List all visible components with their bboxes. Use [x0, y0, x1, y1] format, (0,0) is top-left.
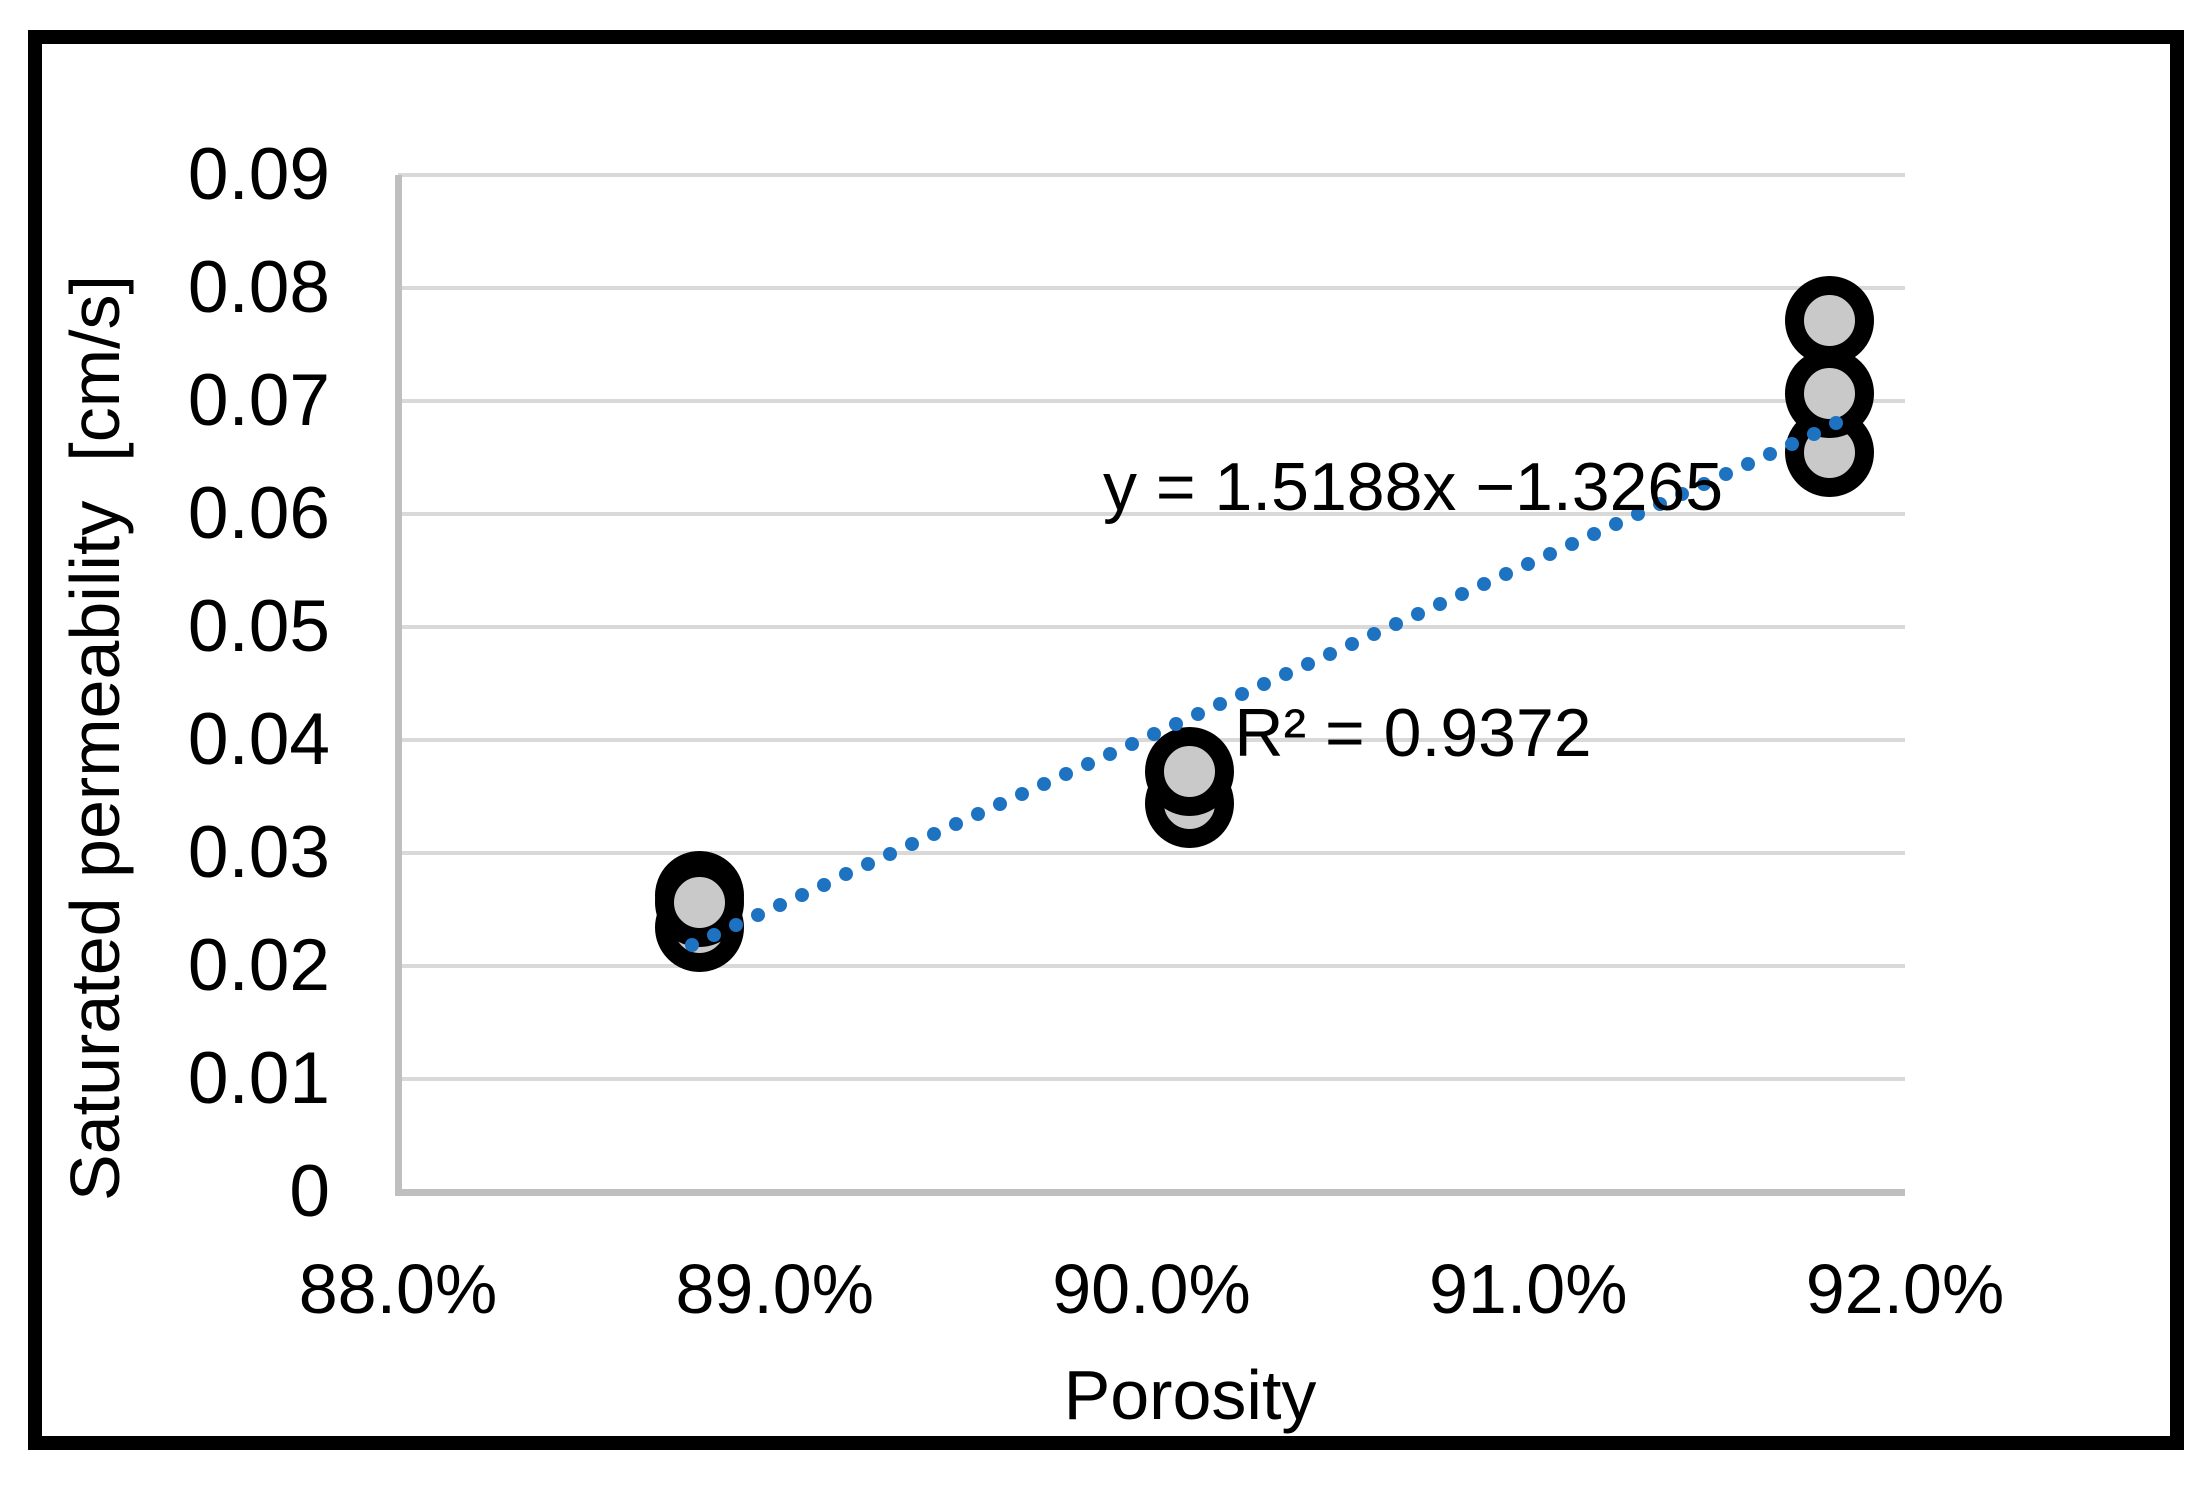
- chart-frame: [28, 30, 2184, 1450]
- trendline-dot: [1234, 687, 1249, 702]
- trendline-dot: [1806, 426, 1821, 441]
- y-gridline: [398, 512, 1905, 516]
- trendline-dot: [1432, 596, 1447, 611]
- trendline-dot: [1630, 506, 1645, 521]
- y-tick-label: 0.02: [187, 925, 330, 1006]
- trendline-dot: [684, 937, 699, 952]
- trendline-dot: [992, 797, 1007, 812]
- trendline-dot: [1036, 777, 1051, 792]
- trendline-dot: [1608, 516, 1623, 531]
- trendline-dot: [1476, 576, 1491, 591]
- data-point-marker: [654, 858, 744, 948]
- y-gridline: [398, 964, 1905, 968]
- y-axis-line: [395, 175, 402, 1196]
- x-tick-label: 90.0%: [1052, 1250, 1251, 1328]
- y-gridline: [398, 625, 1905, 629]
- trendline-dot: [948, 817, 963, 832]
- trendline-dot: [1762, 446, 1777, 461]
- y-gridline: [398, 1077, 1905, 1081]
- trendline-dot: [1674, 486, 1689, 501]
- trendline-dot: [1784, 436, 1799, 451]
- y-tick-label: 0.08: [187, 247, 330, 328]
- trendline-dot: [1168, 717, 1183, 732]
- x-tick-label: 91.0%: [1429, 1250, 1628, 1328]
- trendline-dot: [1344, 636, 1359, 651]
- trendline-dot: [1564, 536, 1579, 551]
- trendline-dot: [1740, 456, 1755, 471]
- trendline-dot: [1058, 767, 1073, 782]
- trendline-dot: [750, 907, 765, 922]
- trendline-dot: [1652, 496, 1667, 511]
- trendline-equation: y = 1.5188x −1.3265: [1102, 449, 1724, 525]
- trendline-dot: [1718, 466, 1733, 481]
- y-tick-label: 0.03: [187, 812, 330, 893]
- trendline-dot: [926, 827, 941, 842]
- y-tick-label: 0.07: [187, 360, 330, 441]
- trendline-dot: [1278, 667, 1293, 682]
- trendline-dot: [1520, 556, 1535, 571]
- trendline-dot: [794, 887, 809, 902]
- trendline-dot: [772, 897, 787, 912]
- trendline-dot: [1014, 787, 1029, 802]
- trendline-dot: [1828, 416, 1843, 431]
- y-tick-label: 0.04: [187, 699, 330, 780]
- trendline-dot: [706, 927, 721, 942]
- trendline-dot: [1190, 707, 1205, 722]
- trendline-dot: [970, 807, 985, 822]
- x-axis-title: Porosity: [1063, 1356, 1317, 1434]
- trendline-annotation: y = 1.5188x −1.3265 R² = 0.9372: [913, 282, 1913, 938]
- trendline-dot: [1366, 626, 1381, 641]
- trendline-dot: [1102, 747, 1117, 762]
- trendline-dot: [1300, 657, 1315, 672]
- data-point-marker: [1785, 408, 1875, 498]
- y-tick-label: 0.05: [187, 586, 330, 667]
- x-tick-label: 88.0%: [298, 1250, 498, 1328]
- trendline-dot: [728, 917, 743, 932]
- trendline-dot: [1322, 647, 1337, 661]
- x-tick-label: 89.0%: [675, 1250, 874, 1328]
- trendline-dot: [860, 857, 875, 872]
- trendline-dot: [1212, 697, 1227, 712]
- y-tick-label: 0.01: [187, 1038, 330, 1119]
- trendline-dot: [1454, 586, 1469, 601]
- y-axis-title: Saturated permeability [cm/s]: [56, 275, 134, 1201]
- y-gridline: [398, 286, 1905, 290]
- trendline-dot: [1410, 606, 1425, 621]
- trendline-dot: [1586, 526, 1601, 541]
- y-gridline: [398, 173, 1905, 177]
- trendline-dot: [1146, 727, 1161, 742]
- trendline-dot: [882, 847, 897, 862]
- y-tick-label: 0.09: [187, 134, 330, 215]
- trendline-dot: [1080, 757, 1095, 772]
- y-tick-label: 0: [289, 1151, 330, 1232]
- trendline-dot: [838, 867, 853, 882]
- y-gridline: [398, 399, 1905, 403]
- y-gridline: [398, 851, 1905, 855]
- trendline-dot: [1542, 546, 1557, 561]
- trendline-dot: [904, 837, 919, 852]
- trendline-dot: [1696, 476, 1711, 491]
- trendline-dot: [1256, 677, 1271, 692]
- x-tick-label: 92.0%: [1805, 1250, 2005, 1328]
- trendline-dot: [1388, 616, 1403, 631]
- r-squared-label: R² = 0.9372: [1234, 695, 1592, 771]
- y-tick-label: 0.06: [187, 473, 330, 554]
- trendline-dot: [1124, 737, 1139, 752]
- trendline-dot: [1498, 566, 1513, 581]
- trendline-dot: [816, 877, 831, 892]
- x-axis-line: [395, 1189, 1905, 1196]
